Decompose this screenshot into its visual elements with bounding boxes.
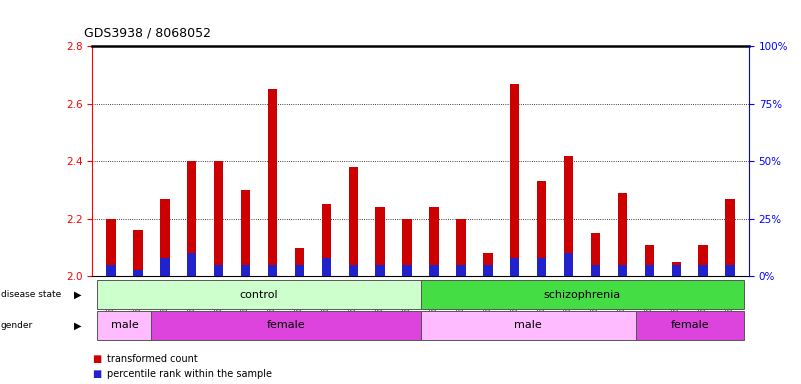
Text: ■: ■: [92, 354, 102, 364]
Bar: [241, 190, 250, 276]
Bar: [187, 253, 196, 276]
Bar: [618, 265, 627, 276]
Text: control: control: [239, 290, 278, 300]
Bar: [241, 265, 250, 276]
Bar: [671, 265, 681, 276]
Bar: [726, 265, 735, 276]
Bar: [295, 265, 304, 276]
Bar: [537, 182, 546, 276]
Bar: [98, 311, 151, 340]
Bar: [268, 265, 277, 276]
Text: schizophrenia: schizophrenia: [543, 290, 621, 300]
Bar: [348, 167, 358, 276]
Bar: [483, 253, 493, 276]
Bar: [151, 311, 421, 340]
Bar: [376, 207, 384, 276]
Bar: [591, 233, 600, 276]
Bar: [214, 265, 223, 276]
Text: percentile rank within the sample: percentile rank within the sample: [107, 369, 272, 379]
Bar: [421, 280, 743, 309]
Text: male: male: [514, 320, 542, 331]
Bar: [645, 245, 654, 276]
Bar: [348, 265, 358, 276]
Bar: [537, 258, 546, 276]
Bar: [160, 199, 170, 276]
Text: transformed count: transformed count: [107, 354, 197, 364]
Bar: [618, 193, 627, 276]
Bar: [564, 156, 574, 276]
Text: female: female: [267, 320, 305, 331]
Bar: [402, 219, 412, 276]
Text: ▶: ▶: [74, 320, 82, 331]
Bar: [421, 311, 636, 340]
Bar: [483, 265, 493, 276]
Bar: [107, 219, 115, 276]
Text: GDS3938 / 8068052: GDS3938 / 8068052: [84, 27, 211, 40]
Bar: [457, 265, 465, 276]
Bar: [376, 265, 384, 276]
Bar: [295, 248, 304, 276]
Text: male: male: [111, 320, 139, 331]
Bar: [321, 258, 331, 276]
Bar: [510, 258, 520, 276]
Bar: [321, 205, 331, 276]
Text: ■: ■: [92, 369, 102, 379]
Text: ▶: ▶: [74, 290, 82, 300]
Bar: [510, 84, 520, 276]
Bar: [726, 199, 735, 276]
Bar: [429, 265, 439, 276]
Text: female: female: [670, 320, 709, 331]
Bar: [698, 265, 708, 276]
Bar: [698, 245, 708, 276]
Bar: [636, 311, 743, 340]
Bar: [187, 161, 196, 276]
Bar: [133, 230, 143, 276]
Bar: [429, 207, 439, 276]
Text: gender: gender: [1, 321, 33, 330]
Bar: [268, 89, 277, 276]
Bar: [671, 262, 681, 276]
Bar: [214, 161, 223, 276]
Bar: [160, 258, 170, 276]
Bar: [645, 265, 654, 276]
Bar: [457, 219, 465, 276]
Bar: [591, 265, 600, 276]
Bar: [402, 265, 412, 276]
Bar: [98, 280, 421, 309]
Bar: [107, 265, 115, 276]
Bar: [133, 270, 143, 276]
Bar: [564, 253, 574, 276]
Text: disease state: disease state: [1, 290, 61, 299]
